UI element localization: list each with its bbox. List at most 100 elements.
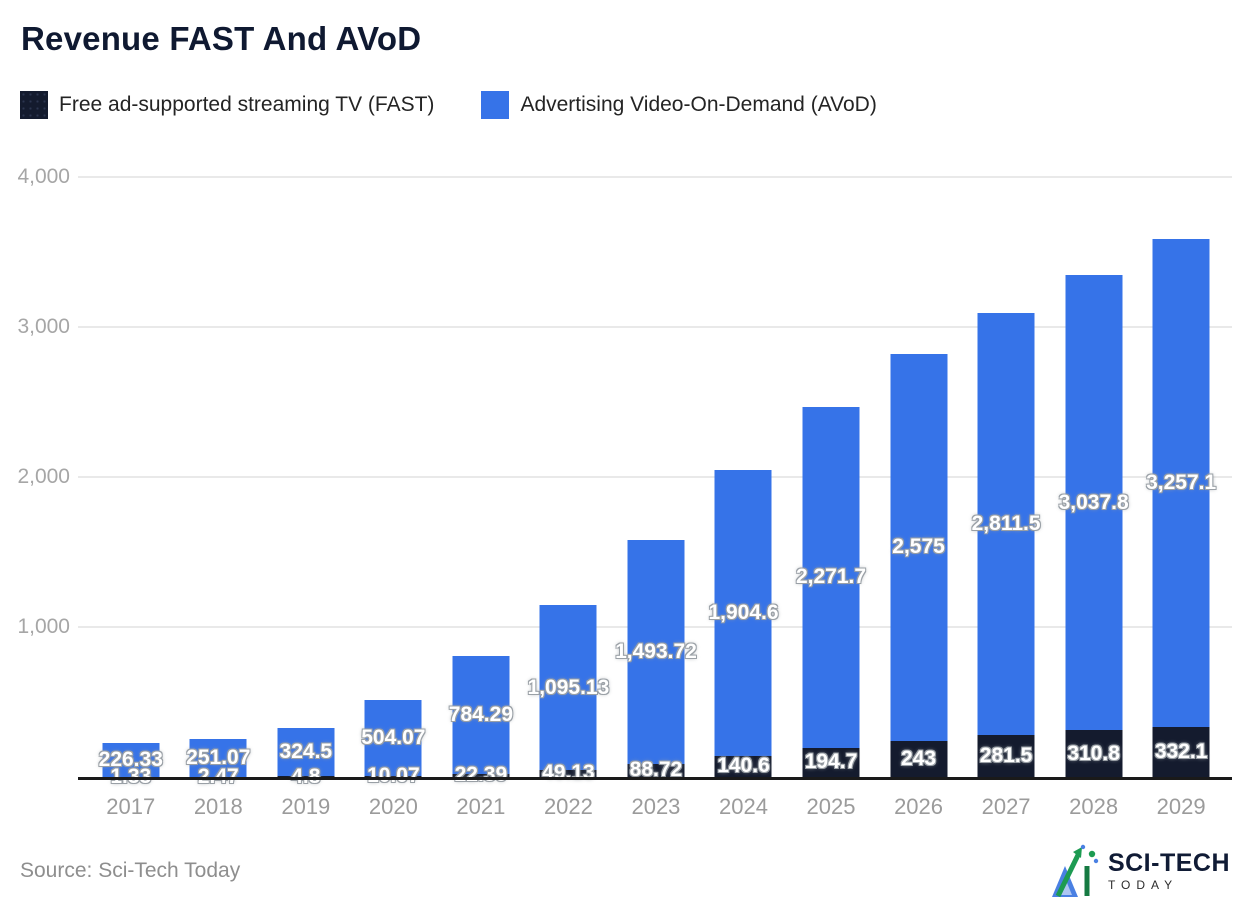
fast-bar-segment[interactable] bbox=[539, 769, 597, 777]
bar-group-2028[interactable]: 3,037.8 310.8 2028 bbox=[1050, 177, 1138, 819]
fast-value-label: 22.39 bbox=[454, 763, 508, 787]
fast-legend-label: Free ad-supported streaming TV (FAST) bbox=[59, 93, 435, 116]
fast-bar-segment[interactable] bbox=[364, 775, 422, 777]
avod-value-label: 1,493.72 bbox=[615, 639, 697, 663]
bar-group-2023[interactable]: 1,493.72 88.72 2023 bbox=[612, 177, 700, 819]
bar-group-2026[interactable]: 2,575 243 2026 bbox=[875, 177, 963, 819]
avod-value-label: 3,257.1 bbox=[1146, 470, 1217, 494]
fast-value-label: 140.6 bbox=[717, 754, 770, 778]
avod-bar-segment[interactable] bbox=[1065, 274, 1123, 731]
y-axis-label: 4,000 bbox=[17, 165, 70, 188]
x-axis-label: 2018 bbox=[193, 794, 243, 819]
fast-value-label: 281.5 bbox=[979, 743, 1033, 767]
bar-group-2021[interactable]: 784.29 22.39 2021 bbox=[437, 177, 525, 819]
x-axis-label: 2024 bbox=[719, 794, 768, 819]
source-text: Source: Sci-Tech Today bbox=[20, 859, 241, 882]
avod-value-label: 2,271.7 bbox=[795, 565, 867, 589]
avod-bar-segment[interactable] bbox=[102, 742, 160, 777]
avod-bar-segment[interactable] bbox=[189, 738, 247, 777]
avod-value-label: 1,095.13 bbox=[527, 675, 610, 699]
x-axis-label: 2019 bbox=[281, 794, 331, 819]
avod-value-label: 324.5 bbox=[279, 739, 333, 763]
bar-group-2029[interactable]: 3,257.1 332.1 2029 bbox=[1137, 177, 1225, 819]
x-axis-label: 2028 bbox=[1069, 794, 1119, 819]
fast-value-label: 10.07 bbox=[367, 764, 420, 788]
bar-group-2018[interactable]: 251.072.47 2018 bbox=[175, 177, 263, 819]
bar-group-2020[interactable]: 504.07 10.07 2020 bbox=[350, 177, 438, 819]
y-axis-label: 1,000 bbox=[17, 615, 70, 638]
sci-tech-logo: SCI-TECH TODAY bbox=[1051, 844, 1230, 898]
fast-bar-segment[interactable] bbox=[627, 763, 685, 777]
legend-item-fast[interactable]: Free ad-supported streaming TV (FAST) bbox=[20, 91, 434, 119]
bar-group-2027[interactable]: 2,811.5 281.5 2027 bbox=[962, 177, 1050, 819]
brand-name: SCI-TECH bbox=[1107, 849, 1230, 877]
x-axis-label: 2027 bbox=[981, 794, 1031, 819]
avod-bar-segment[interactable] bbox=[452, 656, 510, 774]
x-axis-label: 2029 bbox=[1156, 794, 1206, 819]
gridline bbox=[78, 476, 1232, 478]
page-title: Revenue FAST And AVoD bbox=[21, 20, 422, 57]
gridline bbox=[78, 176, 1232, 178]
bar-group-2022[interactable]: 1,095.13 49.13 2022 bbox=[525, 177, 613, 819]
avod-legend-label: Advertising Video-On-Demand (AVoD) bbox=[520, 93, 877, 116]
footer: Source: Sci-Tech Today SCI-TECH TODAY bbox=[0, 842, 1240, 912]
y-axis: 4,000 3,000 2,000 1,000 bbox=[0, 165, 70, 777]
avod-bar-segment[interactable] bbox=[627, 539, 685, 764]
y-axis-label: 3,000 bbox=[17, 315, 70, 338]
x-axis-label: 2021 bbox=[456, 794, 506, 819]
fast-legend-swatch bbox=[20, 91, 48, 119]
avod-value-label: 2,811.5 bbox=[971, 511, 1041, 535]
chart-plot-area: 226.331.33 2017 251.072.47 2018 324.54.8 2019… bbox=[78, 176, 1232, 819]
x-axis-label: 2020 bbox=[368, 794, 418, 819]
fast-value-label: 1.33 bbox=[110, 765, 151, 789]
x-axis-label: 2017 bbox=[106, 794, 156, 819]
fast-bar-segment[interactable] bbox=[452, 773, 510, 777]
x-axis-label: 2022 bbox=[543, 794, 593, 819]
fast-bar-segment[interactable] bbox=[1065, 730, 1123, 777]
fast-value-label: 88.72 bbox=[629, 758, 683, 782]
fast-bar-segment[interactable] bbox=[890, 740, 948, 777]
bar-group-2019[interactable]: 324.54.8 2019 bbox=[262, 177, 350, 819]
fast-value-label: 310.8 bbox=[1067, 741, 1120, 765]
x-axis-label: 2026 bbox=[894, 794, 944, 819]
brand-subtitle: TODAY bbox=[1107, 878, 1179, 892]
avod-bar-segment[interactable] bbox=[714, 470, 772, 756]
x-axis-label: 2025 bbox=[806, 794, 856, 819]
bar-group-2017[interactable]: 226.331.33 2017 bbox=[87, 177, 175, 819]
avod-legend-swatch bbox=[481, 91, 510, 119]
avod-value-label: 3,037.8 bbox=[1058, 490, 1129, 514]
bar-group-2024[interactable]: 1,904.6 140.6 2024 bbox=[700, 177, 788, 819]
y-axis-label: 2,000 bbox=[17, 465, 70, 488]
bars-container: 226.331.33 2017 251.072.47 2018 324.54.8 2019… bbox=[87, 177, 1225, 819]
avod-value-label: 1,904.6 bbox=[708, 601, 779, 625]
avod-bar-segment[interactable] bbox=[977, 313, 1035, 735]
fast-value-label: 4.8 bbox=[291, 765, 320, 789]
fast-value-label: 2.47 bbox=[198, 765, 239, 789]
fast-bar-segment[interactable] bbox=[714, 755, 772, 777]
avod-value-label: 251.07 bbox=[186, 745, 251, 769]
fast-value-label: 49.13 bbox=[542, 761, 595, 785]
legend-item-avod[interactable]: Advertising Video-On-Demand (AVoD) bbox=[481, 91, 877, 119]
avod-bar-segment[interactable] bbox=[802, 407, 860, 748]
bar-group-2025[interactable]: 2,271.7 194.7 2025 bbox=[787, 177, 875, 819]
avod-value-label: 2,575 bbox=[892, 535, 945, 559]
x-axis-label: 2023 bbox=[631, 794, 681, 819]
legend: Free ad-supported streaming TV (FAST) Ad… bbox=[20, 91, 877, 119]
fast-bar-segment[interactable] bbox=[802, 747, 860, 777]
fast-bar-segment[interactable] bbox=[1152, 727, 1210, 777]
fast-bar-segment[interactable] bbox=[277, 776, 335, 777]
fast-bar-segment[interactable] bbox=[977, 734, 1035, 777]
avod-bar-segment[interactable] bbox=[364, 699, 422, 776]
fast-value-label: 243 bbox=[901, 746, 937, 770]
gridline bbox=[78, 326, 1232, 328]
avod-bar-segment[interactable] bbox=[539, 605, 597, 770]
fast-value-label: 194.7 bbox=[804, 750, 858, 774]
avod-value-label: 226.33 bbox=[98, 747, 163, 771]
avod-bar-segment[interactable] bbox=[1152, 238, 1210, 728]
fast-value-label: 332.1 bbox=[1154, 740, 1208, 764]
sci-tech-logo-mark bbox=[1051, 844, 1099, 898]
avod-bar-segment[interactable] bbox=[277, 727, 335, 777]
x-axis-line bbox=[78, 777, 1232, 780]
avod-value-label: 504.07 bbox=[361, 725, 426, 749]
avod-bar-segment[interactable] bbox=[890, 354, 948, 741]
